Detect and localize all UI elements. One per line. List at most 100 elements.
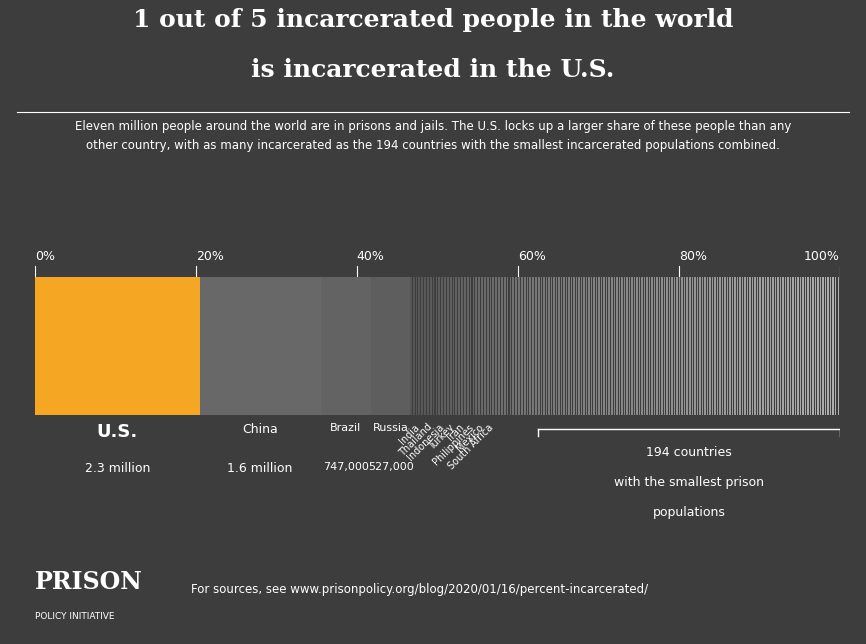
Bar [734,277,736,415]
Bar [795,277,796,415]
Bar [721,277,723,415]
Bar [413,277,415,415]
Bar [687,277,688,415]
Text: China: China [242,424,278,437]
Bar [487,277,488,415]
Bar [576,277,578,415]
Bar [601,277,603,415]
Text: 194 countries: 194 countries [646,446,732,459]
Bar [484,277,486,415]
Bar [509,277,511,415]
Bar [593,277,595,415]
Bar [556,277,557,415]
Bar [35,277,200,415]
Text: Thailand: Thailand [397,422,434,459]
Bar [527,277,528,415]
Bar [618,277,620,415]
Bar [837,277,839,415]
Bar [684,277,686,415]
Bar [529,277,531,415]
Text: Eleven million people around the world are in prisons and jails. The U.S. locks : Eleven million people around the world a… [74,120,792,152]
Bar [427,277,429,415]
Bar [815,277,817,415]
Bar [754,277,756,415]
Bar [717,277,718,415]
Bar [553,277,554,415]
Bar [772,277,773,415]
Bar [596,277,598,415]
Bar [565,277,567,415]
Bar [749,277,751,415]
Bar [464,277,466,415]
Bar [712,277,714,415]
Text: populations: populations [653,506,726,518]
Bar [664,277,665,415]
Bar [584,277,585,415]
Bar [430,277,431,415]
Bar [707,277,708,415]
Bar [787,277,789,415]
Bar [621,277,623,415]
Text: with the smallest prison: with the smallest prison [614,476,764,489]
Text: 2.3 million: 2.3 million [85,462,150,475]
Text: Turkey: Turkey [427,422,456,451]
Bar [692,277,693,415]
Bar [469,277,471,415]
Bar [498,277,500,415]
Bar [478,277,480,415]
Bar [616,277,617,415]
Bar [438,277,440,415]
Bar [774,277,776,415]
Bar [765,277,766,415]
Bar [453,277,455,415]
Bar [436,277,437,415]
Bar [746,277,748,415]
Bar [458,277,460,415]
Text: India: India [397,422,422,446]
Bar [807,277,809,415]
Bar [611,277,612,415]
Bar [812,277,814,415]
Bar [785,277,786,415]
Bar [473,277,475,415]
Bar [701,277,703,415]
Text: Philippines: Philippines [431,422,475,467]
Bar [609,277,610,415]
Bar [548,277,550,415]
Text: Brazil: Brazil [330,424,361,433]
Bar [320,277,372,415]
Bar [581,277,582,415]
Bar [676,277,678,415]
Bar [762,277,764,415]
Bar [538,277,540,415]
Bar [696,277,698,415]
Bar [714,277,715,415]
Bar [495,277,497,415]
Text: is incarcerated in the U.S.: is incarcerated in the U.S. [251,58,615,82]
Bar [422,277,423,415]
Bar [777,277,779,415]
Bar [659,277,660,415]
Bar [515,277,517,415]
Bar [613,277,615,415]
Text: Russia: Russia [372,424,409,433]
Bar [591,277,592,415]
Bar [694,277,695,415]
Bar [724,277,726,415]
Bar [641,277,643,415]
Bar [467,277,469,415]
Bar [449,277,451,415]
Bar [624,277,625,415]
Bar [489,277,491,415]
Bar [578,277,579,415]
Text: 80%: 80% [679,250,707,263]
Text: 0%: 0% [35,250,55,263]
Bar [757,277,759,415]
Bar [732,277,734,415]
Bar [507,277,508,415]
Bar [737,277,739,415]
Text: 1 out of 5 incarcerated people in the world: 1 out of 5 incarcerated people in the wo… [132,8,734,32]
Bar [626,277,628,415]
Bar [475,277,477,415]
Bar [433,277,435,415]
